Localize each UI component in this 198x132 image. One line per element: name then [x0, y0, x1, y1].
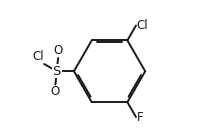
Text: S: S — [53, 65, 61, 78]
Text: F: F — [137, 110, 143, 124]
Text: Cl: Cl — [32, 50, 44, 63]
Text: O: O — [51, 85, 60, 98]
Text: O: O — [53, 44, 63, 57]
Text: Cl: Cl — [137, 19, 148, 32]
